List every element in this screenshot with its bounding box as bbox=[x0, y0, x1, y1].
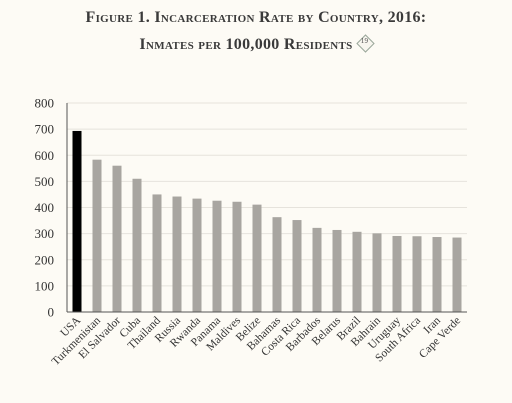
footnote-number: 19 bbox=[360, 37, 369, 46]
y-tick-label: 500 bbox=[35, 174, 55, 189]
y-tick-label: 200 bbox=[35, 252, 55, 267]
figure-title-line1: Figure 1. Incarceration Rate by Country,… bbox=[85, 9, 427, 26]
bar-cuba bbox=[132, 178, 142, 312]
bar-belarus bbox=[332, 229, 342, 312]
y-tick-labels: 0 100 200 300 400 500 600 700 800 bbox=[35, 96, 55, 320]
bar-thailand bbox=[152, 194, 162, 312]
y-tick-label: 300 bbox=[35, 226, 55, 241]
y-tick-label: 800 bbox=[35, 96, 55, 111]
bar-barbados bbox=[312, 227, 322, 312]
bar-rwanda bbox=[192, 198, 202, 312]
footnote-diamond-icon[interactable]: 19 bbox=[355, 34, 375, 54]
y-tick-label: 700 bbox=[35, 122, 55, 137]
y-tick-label: 400 bbox=[35, 200, 55, 215]
bar-panama bbox=[212, 200, 222, 312]
bar-bahrain bbox=[372, 233, 382, 312]
y-tick-label: 100 bbox=[35, 278, 55, 293]
bar-cape-verde bbox=[452, 237, 462, 312]
bar-russia bbox=[172, 196, 182, 312]
bar-belize bbox=[252, 204, 262, 312]
bar-iran bbox=[432, 237, 442, 312]
bar-usa bbox=[72, 130, 82, 312]
y-tick-label: 600 bbox=[35, 148, 55, 163]
gridlines bbox=[67, 102, 467, 287]
figure-title-text: Inmates per 100,000 Residents bbox=[139, 36, 353, 53]
y-tick-label: 0 bbox=[48, 305, 55, 320]
bars bbox=[72, 130, 462, 312]
bar-maldives bbox=[232, 201, 242, 312]
bar-turkmenistan bbox=[92, 159, 102, 312]
bar-el-salvador bbox=[112, 165, 122, 312]
axes bbox=[66, 103, 467, 313]
bar-brazil bbox=[352, 231, 362, 312]
figure-title-line2: Inmates per 100,000 Residents 19 bbox=[0, 34, 512, 54]
bar-costa-rica bbox=[292, 220, 302, 312]
bar-bahamas bbox=[272, 217, 282, 312]
bar-uruguay bbox=[392, 235, 402, 312]
bar-south-africa bbox=[412, 236, 422, 312]
